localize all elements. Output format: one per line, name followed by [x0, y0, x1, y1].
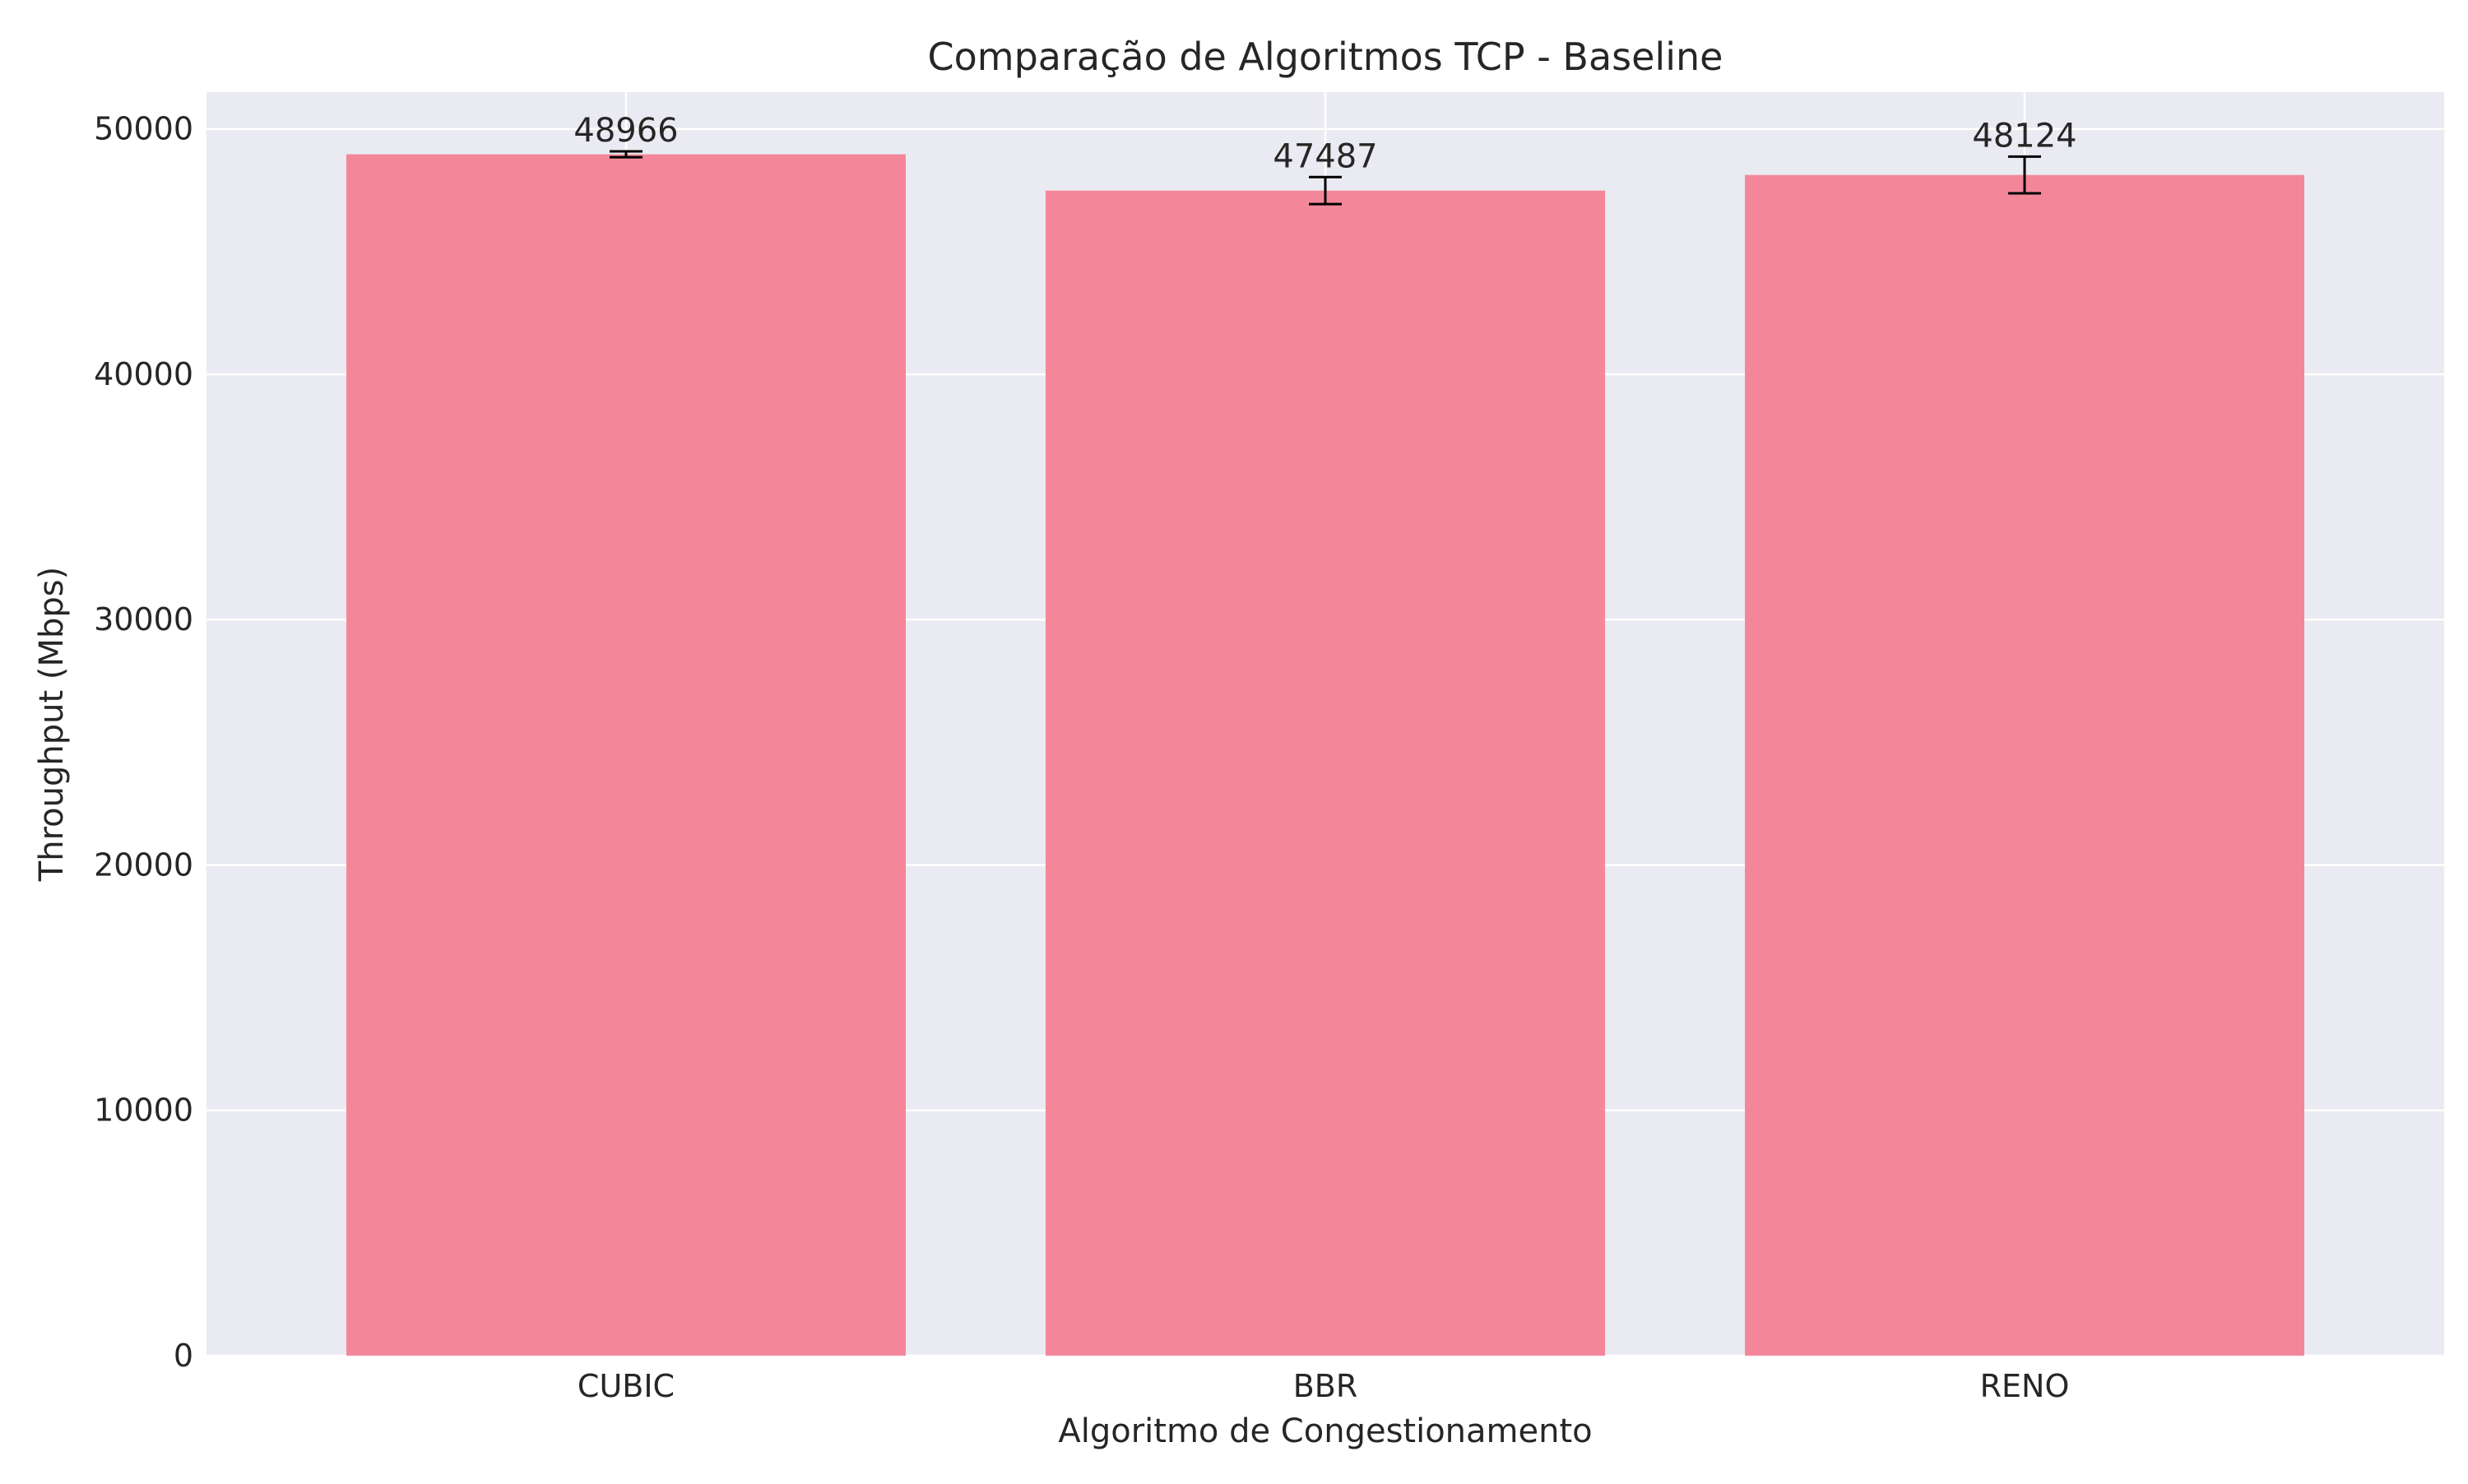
error-bars: [610, 150, 2041, 206]
data-label: 47487: [1273, 137, 1377, 175]
y-tick-label: 40000: [94, 356, 193, 392]
y-tick-label: 0: [174, 1338, 193, 1374]
x-axis-label: Algoritmo de Congestionamento: [1058, 1412, 1592, 1450]
y-axis-ticks: 0 10000 20000 30000 40000 50000: [94, 111, 193, 1374]
chart-title: Comparação de Algoritmos TCP - Baseline: [928, 35, 1723, 79]
y-tick-label: 50000: [94, 111, 193, 147]
y-axis-label: Throughput (Mbps): [33, 567, 71, 882]
x-tick-label: BBR: [1293, 1368, 1358, 1404]
bar: [1745, 174, 2304, 1356]
data-labels: 48966 47487 48124: [573, 112, 2076, 175]
y-tick-label: 10000: [94, 1092, 193, 1129]
bars: [346, 154, 2304, 1356]
data-label: 48966: [573, 112, 678, 150]
data-label: 48124: [1972, 117, 2076, 155]
x-axis-ticks: CUBIC BBR RENO: [578, 1368, 2069, 1404]
bar: [1046, 190, 1605, 1356]
bar: [346, 154, 906, 1356]
x-tick-label: RENO: [1980, 1368, 2070, 1404]
y-tick-label: 30000: [94, 601, 193, 638]
x-tick-label: CUBIC: [578, 1368, 675, 1404]
y-tick-label: 20000: [94, 846, 193, 883]
